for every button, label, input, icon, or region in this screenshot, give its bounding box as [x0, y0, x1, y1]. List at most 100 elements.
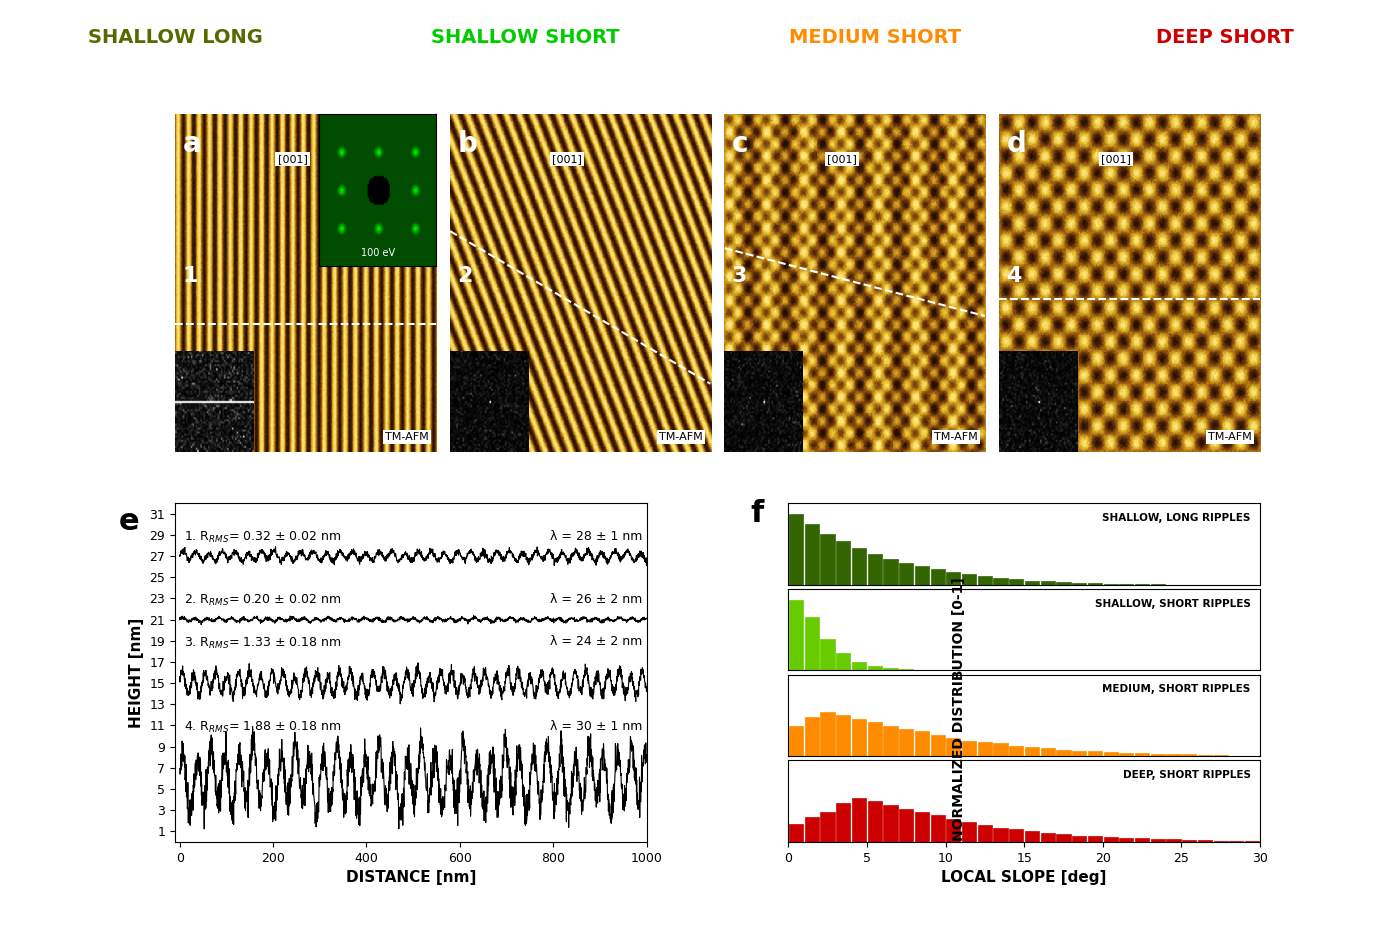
- Bar: [1072, 835, 1086, 842]
- Text: b: b: [458, 131, 477, 159]
- Bar: [820, 639, 834, 671]
- Bar: [790, 600, 804, 671]
- Bar: [820, 712, 834, 756]
- Text: TM-AFM: TM-AFM: [1208, 432, 1252, 442]
- Bar: [883, 558, 897, 585]
- Bar: [1057, 750, 1071, 756]
- Text: [001]: [001]: [827, 154, 857, 165]
- Bar: [1103, 837, 1117, 842]
- Bar: [977, 742, 991, 756]
- Bar: [883, 805, 897, 842]
- Text: 3. R$_{RMS}$= 1.33 ± 0.18 nm: 3. R$_{RMS}$= 1.33 ± 0.18 nm: [185, 636, 342, 651]
- Bar: [946, 739, 960, 756]
- Bar: [1182, 840, 1197, 842]
- Text: SHALLOW, SHORT RIPPLES: SHALLOW, SHORT RIPPLES: [1095, 599, 1250, 608]
- Bar: [1040, 581, 1054, 585]
- Bar: [1198, 840, 1212, 842]
- Bar: [1025, 747, 1039, 756]
- Bar: [868, 553, 882, 585]
- Bar: [868, 722, 882, 756]
- Text: DEEP, SHORT RIPPLES: DEEP, SHORT RIPPLES: [1123, 770, 1250, 780]
- Bar: [1009, 745, 1023, 756]
- Bar: [883, 669, 897, 671]
- Bar: [899, 669, 913, 671]
- Bar: [868, 800, 882, 842]
- Bar: [1103, 584, 1117, 585]
- Text: [001]: [001]: [277, 154, 308, 165]
- Text: λ = 28 ± 1 nm: λ = 28 ± 1 nm: [550, 530, 643, 543]
- Bar: [853, 719, 867, 756]
- Text: [001]: [001]: [552, 154, 582, 165]
- Bar: [853, 548, 867, 585]
- Text: 4: 4: [1007, 266, 1022, 286]
- Bar: [1151, 839, 1165, 842]
- Text: [001]: [001]: [1102, 154, 1131, 165]
- Bar: [1057, 834, 1071, 842]
- Bar: [1088, 584, 1102, 585]
- Bar: [1040, 832, 1054, 842]
- Bar: [994, 578, 1008, 585]
- Bar: [883, 726, 897, 756]
- Bar: [1119, 753, 1134, 756]
- Text: e: e: [119, 506, 139, 535]
- Text: 2: 2: [458, 266, 473, 286]
- Bar: [836, 653, 850, 671]
- Text: MEDIUM, SHORT RIPPLES: MEDIUM, SHORT RIPPLES: [1102, 684, 1250, 694]
- Text: MEDIUM SHORT: MEDIUM SHORT: [790, 28, 960, 47]
- Bar: [1057, 582, 1071, 585]
- Text: λ = 24 ± 2 nm: λ = 24 ± 2 nm: [550, 636, 643, 649]
- Text: 1. R$_{RMS}$= 0.32 ± 0.02 nm: 1. R$_{RMS}$= 0.32 ± 0.02 nm: [185, 530, 342, 545]
- Text: 4. R$_{RMS}$= 1.88 ± 0.18 nm: 4. R$_{RMS}$= 1.88 ± 0.18 nm: [185, 720, 342, 735]
- Bar: [994, 744, 1008, 756]
- Bar: [1088, 751, 1102, 756]
- Bar: [836, 803, 850, 842]
- Bar: [1214, 755, 1228, 756]
- Bar: [962, 574, 976, 585]
- Bar: [790, 514, 804, 585]
- Text: λ = 30 ± 1 nm: λ = 30 ± 1 nm: [550, 720, 643, 733]
- Text: TM-AFM: TM-AFM: [385, 432, 428, 442]
- Text: a: a: [183, 131, 202, 159]
- Bar: [914, 812, 930, 842]
- Bar: [853, 797, 867, 842]
- Bar: [931, 569, 945, 585]
- Text: 2. R$_{RMS}$= 0.20 ± 0.02 nm: 2. R$_{RMS}$= 0.20 ± 0.02 nm: [185, 593, 342, 608]
- Text: SHALLOW, LONG RIPPLES: SHALLOW, LONG RIPPLES: [1102, 513, 1250, 523]
- Text: SHALLOW SHORT: SHALLOW SHORT: [431, 28, 619, 47]
- Bar: [790, 824, 804, 842]
- Bar: [1135, 838, 1149, 842]
- Text: TM-AFM: TM-AFM: [659, 432, 703, 442]
- X-axis label: LOCAL SLOPE [deg]: LOCAL SLOPE [deg]: [941, 870, 1107, 885]
- Bar: [853, 662, 867, 671]
- Bar: [1214, 840, 1228, 842]
- Bar: [805, 617, 819, 671]
- Bar: [899, 563, 913, 585]
- Bar: [836, 541, 850, 585]
- Bar: [820, 534, 834, 585]
- Bar: [1072, 750, 1086, 756]
- Text: 3: 3: [732, 266, 748, 286]
- Bar: [977, 576, 991, 585]
- Bar: [914, 731, 930, 756]
- Text: NORMALIZED DISTRIBUTION [0-1]: NORMALIZED DISTRIBUTION [0-1]: [952, 578, 966, 841]
- Text: d: d: [1007, 131, 1026, 159]
- Bar: [931, 735, 945, 756]
- Bar: [1103, 752, 1117, 756]
- Bar: [1198, 755, 1212, 756]
- Bar: [946, 572, 960, 585]
- Bar: [977, 825, 991, 842]
- Y-axis label: HEIGHT [nm]: HEIGHT [nm]: [129, 618, 144, 727]
- Bar: [1072, 583, 1086, 585]
- Bar: [994, 828, 1008, 842]
- Text: c: c: [732, 131, 749, 159]
- Bar: [899, 729, 913, 756]
- Bar: [836, 715, 850, 756]
- Bar: [1166, 839, 1180, 842]
- Bar: [931, 815, 945, 842]
- Bar: [1119, 837, 1134, 842]
- Text: SHALLOW LONG: SHALLOW LONG: [88, 28, 262, 47]
- Bar: [1229, 841, 1243, 842]
- Bar: [946, 818, 960, 842]
- Bar: [1166, 754, 1180, 756]
- Bar: [820, 812, 834, 842]
